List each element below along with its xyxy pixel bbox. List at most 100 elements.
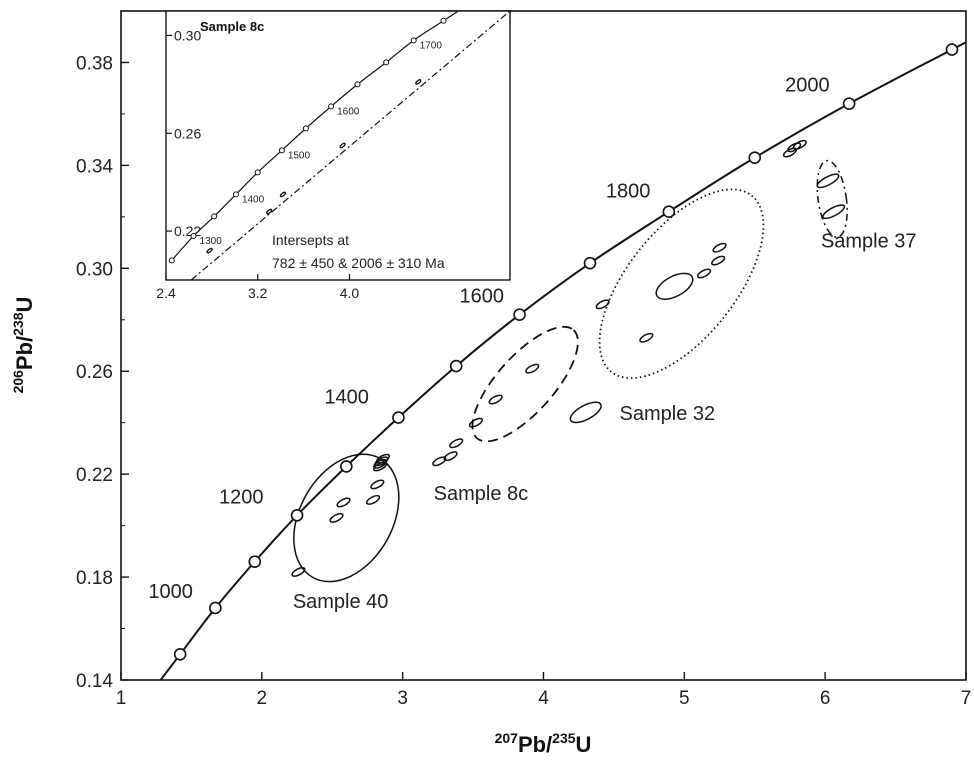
concordia-age-marker <box>290 509 304 522</box>
data-ellipse <box>449 438 464 449</box>
x-tick-label: 7 <box>961 688 972 709</box>
age-label: 1400 <box>324 387 369 409</box>
data-ellipse <box>366 494 381 505</box>
concordia-age-marker <box>209 601 222 615</box>
y-axis-title-part2: U <box>12 297 37 313</box>
inset-data-ellipse <box>206 247 213 254</box>
inset-age-marker <box>190 232 197 239</box>
y-axis-title-sup1: 206 <box>10 370 26 394</box>
y-tick-label: 0.30 <box>76 259 113 280</box>
inset-tick-labels: 2.4 3.2 4.0 0.22 0.26 0.30 <box>156 27 359 301</box>
x-axis-title-sup2: 235 <box>552 730 576 746</box>
age-label: 1800 <box>606 181 651 203</box>
inset-age-marker <box>440 17 447 24</box>
age-label: 2000 <box>785 75 830 97</box>
inset-data-ellipse <box>279 191 287 198</box>
inset-y-tick-label: 0.22 <box>174 223 201 239</box>
inset-frame <box>165 10 511 281</box>
inset-age-marker <box>328 103 335 110</box>
inset-age-marker <box>232 191 239 198</box>
concordia-age-marker <box>173 647 187 661</box>
inset-discordia-line <box>190 11 510 280</box>
axis-tick-labels: 1 2 3 4 5 6 7 0.14 0.18 0.22 0.26 0.30 0.34 0.38 <box>76 53 971 709</box>
sample-label: Sample 32 <box>620 403 716 425</box>
data-ellipse <box>525 363 540 374</box>
data-ellipse <box>822 204 846 220</box>
inset-axis-ticks <box>165 34 351 280</box>
inset-title: Sample 8c <box>200 19 264 34</box>
concordia-age-marker <box>513 308 526 321</box>
y-tick-label: 0.22 <box>76 465 113 486</box>
data-ellipse <box>370 479 385 490</box>
x-tick-label: 1 <box>116 688 127 709</box>
inset-data-ellipse <box>339 142 346 149</box>
inset-age-marker <box>354 81 361 88</box>
sample-envelope <box>598 188 765 380</box>
sample-label: Sample 8c <box>434 483 529 505</box>
data-ellipse <box>488 394 503 405</box>
x-axis-title-part2: U <box>576 732 592 757</box>
data-ellipse <box>792 139 807 150</box>
data-ellipse <box>595 299 610 310</box>
concordia-age-marker <box>842 97 856 110</box>
inset-discordia <box>190 11 510 280</box>
concordia-age-marker <box>340 460 353 473</box>
x-tick-label: 6 <box>820 688 831 709</box>
inset-age-label: 1300 <box>200 236 223 247</box>
data-ellipse <box>712 242 727 253</box>
data-ellipse <box>373 458 388 469</box>
inset-data-ellipses <box>206 79 422 254</box>
inset-age-marker <box>383 59 390 66</box>
inset-age-marker <box>211 213 218 220</box>
concordia-curve <box>159 41 966 680</box>
x-tick-label: 5 <box>679 688 690 709</box>
data-ellipse <box>336 497 351 508</box>
inset-age-marker <box>254 169 261 176</box>
inset-data-ellipse <box>266 208 273 215</box>
data-ellipse <box>291 566 306 577</box>
x-axis-title-sup1: 207 <box>495 730 519 746</box>
y-tick-label: 0.38 <box>76 53 113 74</box>
x-axis-title-part1: Pb/ <box>518 732 552 757</box>
sample-label: Sample 37 <box>821 231 917 253</box>
inset-age-label: 1500 <box>288 150 311 161</box>
inset-y-tick-label: 0.26 <box>174 125 201 141</box>
inset-plot: 2.4 3.2 4.0 0.22 0.26 0.30 1300 1400 1500 1600 17… <box>156 10 511 301</box>
x-tick-label: 3 <box>397 688 408 709</box>
inset-age-marker <box>278 147 285 154</box>
concordia-age-marker <box>248 555 262 568</box>
y-axis-title-part1: Pb/ <box>12 336 37 370</box>
concordia-age-marker <box>392 411 405 424</box>
concordia-age-marker <box>945 43 959 56</box>
inset-age-marker <box>168 257 175 264</box>
x-tick-label: 2 <box>257 688 268 709</box>
sample-labels: Sample 40 Sample 8c Sample 32 Sample 37 <box>293 231 917 613</box>
sample-label: Sample 40 <box>293 591 389 613</box>
concordia-age-marker <box>583 256 597 270</box>
data-ellipses <box>291 139 846 577</box>
axis-ticks <box>120 10 967 681</box>
concordia-age-marker <box>662 205 676 218</box>
concordia-age-marker <box>449 359 463 373</box>
inset-data-ellipse <box>415 79 422 85</box>
y-tick-label: 0.14 <box>76 671 113 692</box>
y-axis-title-sup2: 238 <box>10 312 26 336</box>
inset-age-marker <box>410 37 417 44</box>
y-tick-label: 0.34 <box>76 156 113 177</box>
data-ellipse <box>639 332 654 343</box>
data-ellipse <box>696 268 712 279</box>
inset-x-tick-label: 2.4 <box>156 285 176 301</box>
concordia-age-marker <box>748 151 762 164</box>
sample-envelope <box>471 325 579 443</box>
inset-age-marker <box>302 125 309 132</box>
x-tick-label: 4 <box>538 688 549 709</box>
inset-x-tick-label: 3.2 <box>248 285 268 301</box>
y-tick-label: 0.26 <box>76 362 113 383</box>
inset-y-tick-label: 0.30 <box>174 27 201 43</box>
inset-age-label: 1700 <box>420 40 443 51</box>
y-axis-title: 206Pb/238U <box>10 297 37 394</box>
inset-age-label: 1600 <box>337 106 360 117</box>
data-ellipse <box>468 417 483 428</box>
inset-age-label: 1400 <box>242 194 265 205</box>
